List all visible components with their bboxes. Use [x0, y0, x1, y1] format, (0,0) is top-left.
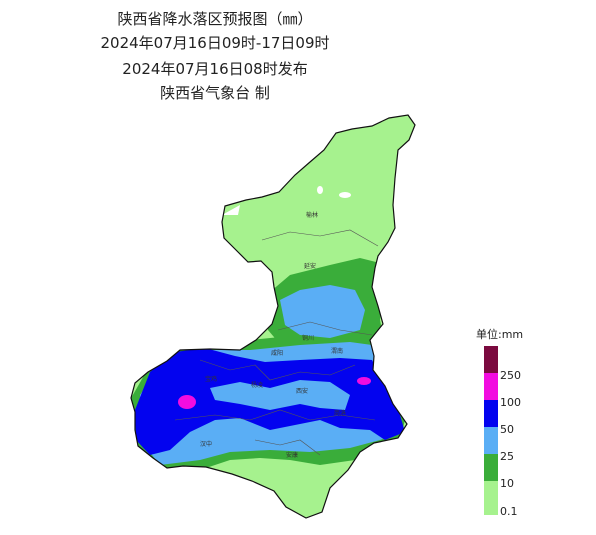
legend-swatch-0-1	[484, 481, 498, 515]
legend-label-250: 250	[500, 369, 521, 382]
legend-title: 单位:mm	[476, 328, 524, 341]
city-label-xianyang: 咸阳	[271, 349, 283, 357]
city-borders	[174, 229, 379, 456]
city-label-weinan: 渭南	[331, 347, 343, 355]
city-label-xian: 西安	[296, 387, 308, 395]
city-label-baoji: 宝鸡	[205, 375, 217, 383]
city-label-tongchuan: 铜川	[302, 334, 314, 342]
zone-100-mm-baoji	[178, 395, 196, 409]
legend-swatch-25	[484, 427, 498, 454]
rainfall-zones	[131, 115, 415, 518]
legend-swatch-10	[484, 454, 498, 481]
forecast-period: 2024年07月16日09时-17日09时	[100, 34, 330, 52]
legend-label-100: 100	[500, 396, 521, 409]
city-label-yangling: 杨凌	[251, 381, 263, 389]
no-data-patch	[317, 186, 323, 194]
legend-label-25: 25	[500, 450, 514, 463]
legend-swatch-100	[484, 373, 498, 400]
legend-label-10: 10	[500, 477, 514, 490]
map-title: 陕西省降水落区预报图（㎜）	[117, 10, 313, 28]
issuer: 陕西省气象台 制	[160, 84, 270, 102]
province-border	[130, 114, 416, 519]
city-label-yulin: 榆林	[306, 211, 318, 219]
legend-swatch-250	[484, 346, 498, 373]
zone-25-mm-inner	[210, 380, 350, 410]
city-label-yanan: 延安	[304, 262, 316, 270]
city-label-shangluo: 商洛	[334, 409, 346, 417]
no-data-patch	[339, 192, 351, 198]
zone-100-mm-weinan	[357, 377, 371, 385]
zone-0-1-mm	[131, 115, 415, 518]
legend-label-50: 50	[500, 423, 514, 436]
city-label-hanzhong: 汉中	[200, 440, 212, 448]
city-label-ankang: 安康	[286, 451, 298, 459]
issue-time: 2024年07月16日08时发布	[122, 60, 308, 78]
city-labels: 榆林 延安 铜川 渭南 咸阳 宝鸡 杨凌 西安 商洛 汉中 安康	[200, 211, 346, 459]
no-data-patch	[222, 205, 240, 215]
legend-label-0-1: 0.1	[500, 505, 518, 518]
zone-25-mm-north	[280, 285, 365, 338]
legend-swatch-50	[484, 400, 498, 427]
